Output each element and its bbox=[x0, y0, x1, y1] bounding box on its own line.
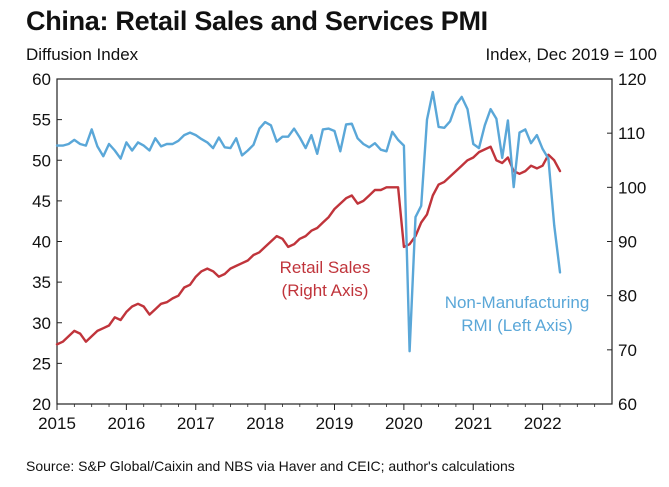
right-axis-title: Index, Dec 2019 = 100 bbox=[485, 45, 657, 64]
y-left-tick-label: 20 bbox=[32, 395, 51, 414]
retail-label-line1: Retail Sales bbox=[280, 258, 371, 277]
y-right-tick-label: 120 bbox=[618, 70, 646, 89]
x-tick-label: 2022 bbox=[524, 414, 562, 433]
y-right-tick-label: 100 bbox=[618, 178, 646, 197]
chart-title: China: Retail Sales and Services PMI bbox=[26, 6, 488, 36]
axes: 60 55 50 45 40 35 30 25 20 120 110 100 90 80 70 60 2015 2… bbox=[32, 70, 646, 433]
plot-frame bbox=[56, 78, 613, 405]
y-left-tick-label: 45 bbox=[32, 192, 51, 211]
x-tick-label: 2017 bbox=[177, 414, 215, 433]
y-left-tick-label: 50 bbox=[32, 151, 51, 170]
pmi-line bbox=[55, 90, 562, 353]
pmi-label-line1: Non-Manufacturing bbox=[445, 293, 590, 312]
series-labels: Retail Sales (Right Axis) Non-Manufactur… bbox=[280, 258, 590, 335]
x-tick-label: 2018 bbox=[246, 414, 284, 433]
y-right-tick-label: 70 bbox=[618, 341, 637, 360]
x-tick-label: 2015 bbox=[38, 414, 76, 433]
y-left-tick-label: 40 bbox=[32, 233, 51, 252]
y-right-tick-label: 80 bbox=[618, 287, 637, 306]
y-right-tick-label: 60 bbox=[618, 395, 637, 414]
x-tick-label: 2020 bbox=[385, 414, 423, 433]
y-right-tick-label: 110 bbox=[618, 124, 645, 143]
series-lines bbox=[55, 90, 562, 353]
retail-label-line2: (Right Axis) bbox=[282, 281, 369, 300]
source-note: Source: S&P Global/Caixin and NBS via Ha… bbox=[26, 458, 515, 474]
x-tick-label: 2016 bbox=[107, 414, 145, 433]
pmi-label-line2: RMI (Left Axis) bbox=[461, 316, 572, 335]
y-left-tick-label: 60 bbox=[32, 70, 51, 89]
y-left-tick-label: 25 bbox=[32, 354, 51, 373]
x-tick-label: 2019 bbox=[316, 414, 354, 433]
y-left-tick-label: 30 bbox=[32, 314, 51, 333]
y-left-tick-label: 35 bbox=[32, 273, 51, 292]
y-right-tick-label: 90 bbox=[618, 233, 637, 252]
left-axis-title: Diffusion Index bbox=[26, 45, 139, 64]
x-tick-label: 2021 bbox=[454, 414, 492, 433]
retail-sales-line bbox=[55, 145, 562, 346]
y-left-tick-label: 55 bbox=[32, 111, 51, 130]
